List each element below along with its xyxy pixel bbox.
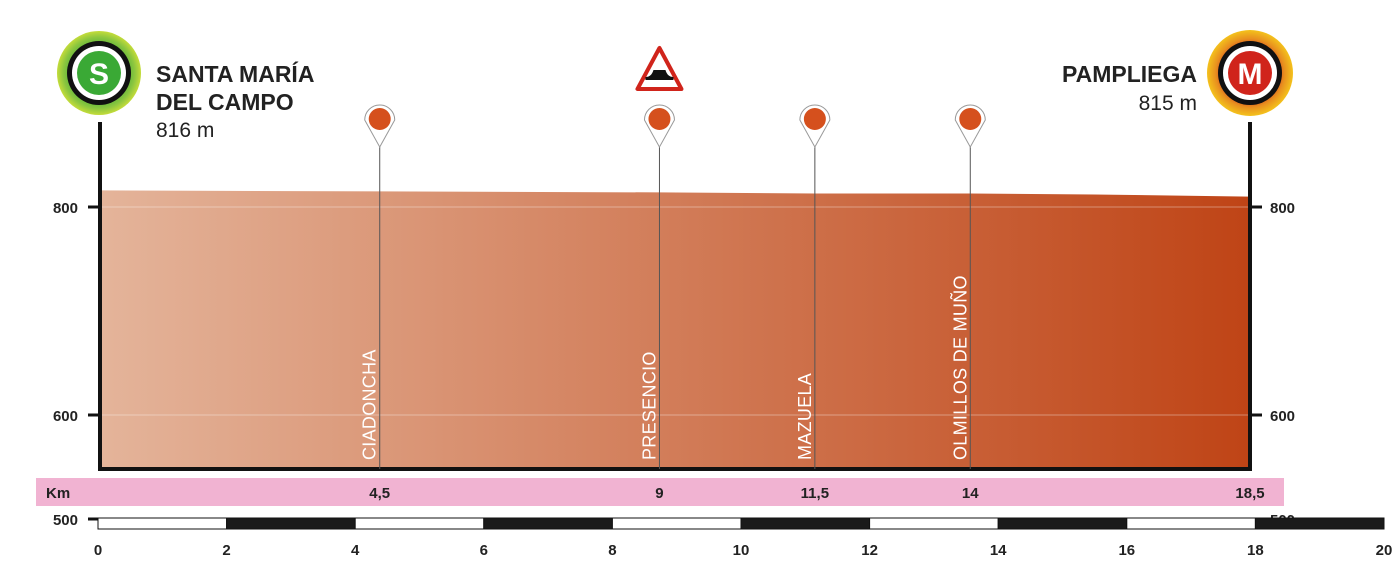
road-hazard-warning-icon [635,46,684,91]
scale-tick-label: 20 [1376,542,1393,559]
y-tick-label-left: 600 [53,408,78,425]
scale-tick-label: 6 [480,542,488,559]
km-band-value: 4,5 [369,485,390,502]
scale-tick-label: 2 [222,542,230,559]
start-elevation: 816 m [156,119,214,142]
scale-segment [483,517,613,530]
y-axis-left-ticks: 500 600 800 [53,200,100,529]
scale-segment [1254,517,1385,530]
scale-segment [354,517,485,530]
scale-tick-label: 0 [94,542,102,559]
town-pins [364,104,986,149]
y-tick-label-left: 500 [53,512,78,529]
scale-tick-label: 18 [1247,542,1264,559]
scale-segment [226,517,356,530]
start-name-line1: SANTA MARÍA [156,60,314,87]
town-label: CIADONCHA [360,349,380,460]
km-band-value: 9 [655,485,663,502]
town-pin [954,104,986,149]
finish-name: PAMPLIEGA [1062,61,1197,87]
scale-segment [869,517,999,530]
town-labels: CIADONCHA PRESENCIO MAZUELA OLMILLOS DE MUÑ… [360,275,971,460]
town-marker-lines [379,132,971,469]
scale-segment [740,517,871,530]
town-pin [643,104,675,149]
finish-badge: M [1207,30,1293,116]
finish-elevation: 815 m [1139,92,1197,115]
town-label: PRESENCIO [639,351,659,460]
km-band-value: 11,5 [801,485,829,502]
y-tick-label-right: 800 [1270,200,1295,217]
km-band-value: 14 [962,485,979,502]
start-badge: S [57,31,141,115]
distance-scale-bar [97,517,1385,530]
scale-tick-label: 4 [351,542,360,559]
town-label: MAZUELA [795,373,815,460]
scale-segment [611,517,742,530]
finish-badge-letter: M [1238,58,1263,91]
y-tick-label-right: 600 [1270,408,1295,425]
scale-segment [97,517,228,530]
elevation-profile-area [100,190,1250,469]
town-pin [364,104,396,149]
start-badge-letter: S [89,58,109,91]
scale-tick-label: 8 [608,542,616,559]
scale-tick-label: 10 [733,542,750,559]
start-name-line2: DEL CAMPO [156,89,294,115]
scale-segment [1126,517,1256,530]
distance-scale-labels: 0 2 4 6 8 10 12 14 16 18 20 [94,542,1393,559]
scale-tick-label: 12 [861,542,878,559]
km-band [36,478,1284,506]
km-band-value: 18,5 [1235,485,1264,502]
town-pin [799,104,831,149]
km-band-values: 4,5 9 11,5 14 18,5 [369,485,1264,502]
scale-tick-label: 16 [1118,542,1135,559]
town-label: OLMILLOS DE MUÑO [949,275,970,460]
km-band-label: Km [46,485,70,502]
scale-tick-label: 14 [990,542,1007,559]
y-tick-label-left: 800 [53,200,78,217]
scale-segment [997,517,1128,530]
